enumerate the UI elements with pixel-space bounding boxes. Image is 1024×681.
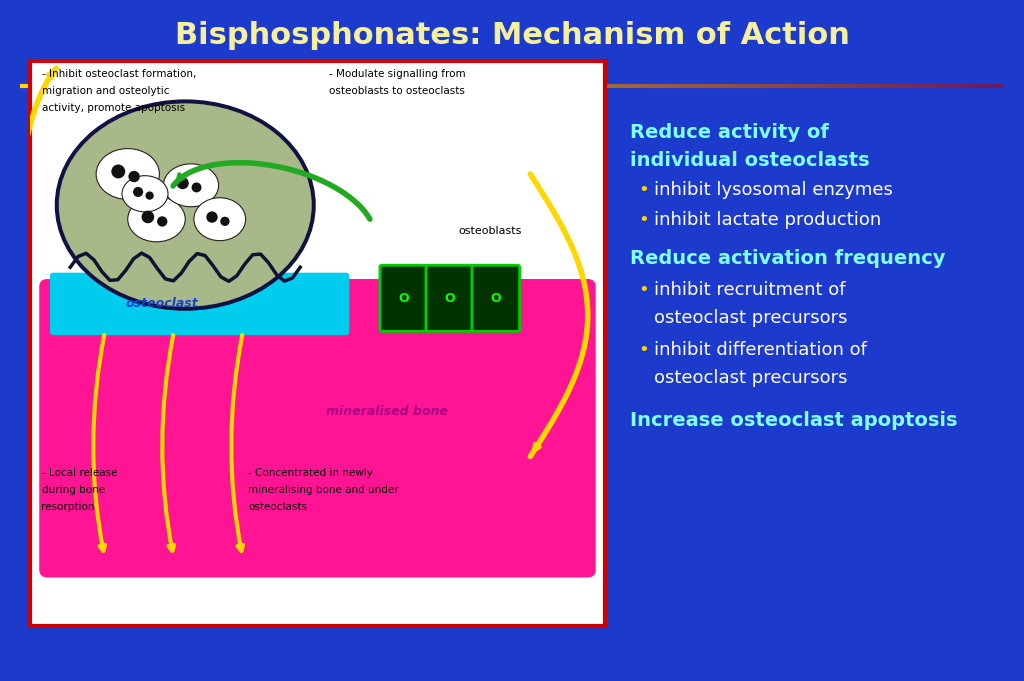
Circle shape: [141, 210, 155, 223]
Ellipse shape: [128, 197, 185, 242]
Circle shape: [133, 187, 143, 197]
Text: Increase osteoclast apoptosis: Increase osteoclast apoptosis: [630, 411, 957, 430]
Text: Bisphosphonates: Mechanism of Action: Bisphosphonates: Mechanism of Action: [174, 22, 850, 50]
Circle shape: [206, 211, 218, 223]
Text: osteoclast: osteoclast: [126, 298, 199, 311]
Circle shape: [177, 177, 188, 189]
Circle shape: [112, 165, 125, 178]
Circle shape: [157, 217, 168, 227]
Text: inhibit lysosomal enzymes: inhibit lysosomal enzymes: [653, 181, 893, 199]
Text: Reduce activation frequency: Reduce activation frequency: [630, 249, 945, 268]
Ellipse shape: [164, 164, 218, 207]
Text: resorption: resorption: [42, 502, 95, 511]
Circle shape: [220, 217, 229, 226]
Text: migration and osteolytic: migration and osteolytic: [42, 86, 169, 97]
Text: osteoclast precursors: osteoclast precursors: [653, 369, 847, 387]
Text: O: O: [398, 291, 409, 305]
Text: O: O: [490, 291, 501, 305]
Ellipse shape: [122, 176, 168, 212]
Text: •: •: [638, 181, 648, 199]
Text: - Local release: - Local release: [42, 468, 117, 478]
Text: activity, promote apoptosis: activity, promote apoptosis: [42, 104, 184, 113]
Text: osteoblasts: osteoblasts: [459, 225, 521, 236]
Ellipse shape: [96, 148, 160, 200]
FancyBboxPatch shape: [39, 279, 596, 577]
Text: mineralised bone: mineralised bone: [326, 405, 447, 418]
Text: •: •: [638, 341, 648, 359]
Text: O: O: [444, 291, 455, 305]
Ellipse shape: [194, 197, 246, 240]
Text: •: •: [638, 211, 648, 229]
Ellipse shape: [58, 104, 311, 306]
FancyBboxPatch shape: [426, 265, 473, 332]
Text: - Modulate signalling from: - Modulate signalling from: [329, 69, 466, 80]
Text: during bone: during bone: [42, 485, 104, 495]
FancyBboxPatch shape: [380, 265, 428, 332]
Text: osteoblasts to osteoclasts: osteoblasts to osteoclasts: [329, 86, 465, 97]
Text: •: •: [638, 281, 648, 299]
Text: inhibit lactate production: inhibit lactate production: [653, 211, 881, 229]
Text: Reduce activity of: Reduce activity of: [630, 123, 828, 142]
Circle shape: [145, 191, 154, 200]
FancyBboxPatch shape: [472, 265, 519, 332]
Text: osteoclast precursors: osteoclast precursors: [653, 309, 847, 327]
Text: - Concentrated in newly: - Concentrated in newly: [249, 468, 374, 478]
FancyBboxPatch shape: [50, 272, 349, 335]
Text: individual osteoclasts: individual osteoclasts: [630, 151, 869, 170]
Text: mineralising bone and under: mineralising bone and under: [249, 485, 399, 495]
Ellipse shape: [54, 99, 315, 311]
Circle shape: [191, 183, 202, 193]
Text: osteoclasts: osteoclasts: [249, 502, 307, 511]
Text: - Inhibit osteoclast formation,: - Inhibit osteoclast formation,: [42, 69, 196, 80]
Text: inhibit differentiation of: inhibit differentiation of: [653, 341, 866, 359]
Text: inhibit recruitment of: inhibit recruitment of: [653, 281, 845, 299]
Circle shape: [128, 171, 139, 183]
